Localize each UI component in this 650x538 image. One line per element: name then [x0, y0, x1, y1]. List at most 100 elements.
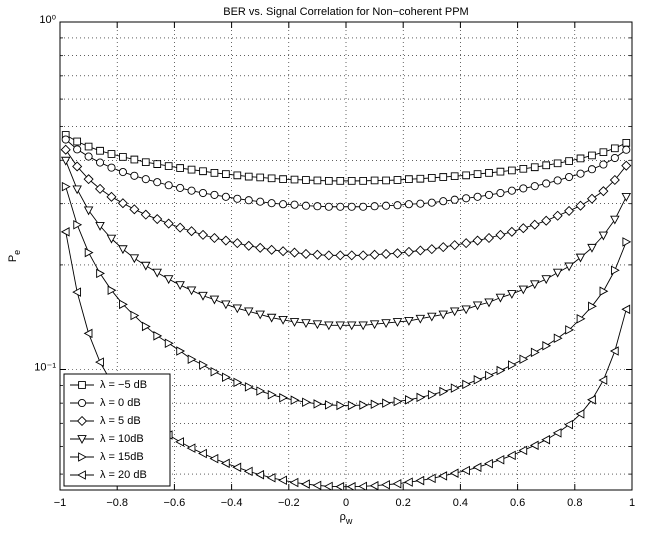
- marker: [210, 190, 219, 199]
- marker: [301, 479, 310, 489]
- marker: [529, 219, 540, 230]
- x-tick-label: −0.4: [221, 497, 243, 509]
- marker: [198, 188, 208, 198]
- marker: [449, 307, 460, 317]
- legend-marker: [78, 381, 86, 389]
- marker: [621, 192, 632, 202]
- marker: [599, 286, 609, 296]
- marker: [266, 313, 277, 323]
- marker: [622, 237, 632, 247]
- x-axis-label-sub: w: [345, 516, 353, 526]
- marker: [72, 185, 82, 195]
- marker: [565, 172, 574, 182]
- marker: [381, 319, 391, 329]
- marker: [518, 445, 528, 456]
- marker: [73, 145, 82, 154]
- marker: [552, 268, 563, 278]
- marker: [118, 245, 128, 255]
- marker: [199, 167, 207, 176]
- marker: [256, 386, 266, 396]
- marker: [416, 199, 425, 208]
- marker: [199, 360, 208, 370]
- x-axis-label: ρw: [340, 511, 353, 526]
- marker: [61, 181, 71, 192]
- marker: [553, 159, 562, 168]
- marker: [84, 247, 94, 258]
- marker: [232, 304, 243, 314]
- marker: [576, 169, 585, 178]
- marker: [233, 171, 242, 180]
- marker: [324, 177, 333, 185]
- marker: [83, 328, 93, 339]
- marker: [153, 178, 162, 187]
- marker: [255, 242, 266, 253]
- marker: [382, 398, 391, 408]
- marker: [427, 198, 436, 207]
- marker: [598, 375, 608, 385]
- marker: [450, 195, 459, 204]
- marker: [496, 188, 505, 198]
- marker: [359, 400, 369, 410]
- marker: [405, 395, 414, 405]
- marker: [243, 466, 253, 477]
- marker: [393, 396, 403, 407]
- marker: [61, 135, 70, 144]
- marker: [622, 145, 631, 154]
- marker: [60, 227, 70, 237]
- x-tick-label: −0.2: [278, 497, 300, 509]
- marker: [370, 176, 379, 185]
- marker: [164, 162, 173, 170]
- marker: [323, 250, 334, 261]
- marker: [140, 209, 151, 220]
- marker: [496, 167, 505, 176]
- x-tick-label: −0.8: [106, 497, 128, 509]
- marker: [244, 382, 254, 392]
- marker: [530, 280, 540, 290]
- marker: [300, 248, 311, 260]
- marker: [359, 202, 368, 211]
- marker: [530, 182, 539, 191]
- marker: [278, 315, 288, 325]
- marker: [518, 223, 529, 234]
- marker: [542, 161, 551, 170]
- legend-marker: [77, 435, 87, 444]
- marker: [324, 321, 334, 331]
- x-tick-label: 0.2: [396, 497, 411, 509]
- marker: [438, 310, 448, 320]
- marker: [118, 167, 127, 177]
- marker: [198, 448, 207, 459]
- y-tick-label: 10⁰: [39, 14, 56, 26]
- marker: [587, 395, 596, 405]
- marker: [346, 250, 357, 261]
- marker: [72, 287, 82, 297]
- marker: [553, 176, 562, 185]
- y-axis-label: Pe: [7, 250, 22, 262]
- marker: [462, 194, 471, 203]
- marker: [382, 176, 390, 185]
- marker: [347, 177, 356, 185]
- marker: [610, 215, 620, 225]
- marker: [313, 202, 322, 211]
- marker: [427, 174, 436, 182]
- marker: [393, 176, 402, 184]
- x-tick-label: −1: [54, 497, 67, 509]
- marker: [119, 153, 127, 161]
- marker: [186, 286, 197, 296]
- marker: [222, 170, 230, 178]
- marker: [175, 222, 186, 233]
- marker: [575, 253, 586, 263]
- marker: [164, 181, 173, 190]
- marker: [393, 201, 402, 210]
- marker: [564, 419, 573, 430]
- marker: [84, 152, 93, 161]
- x-tick-label: 0.8: [567, 497, 582, 509]
- marker: [462, 379, 472, 390]
- marker: [117, 198, 128, 209]
- marker: [427, 389, 437, 400]
- marker: [129, 204, 140, 215]
- marker: [233, 194, 242, 203]
- marker: [461, 465, 470, 476]
- marker: [96, 268, 105, 279]
- marker: [392, 248, 403, 259]
